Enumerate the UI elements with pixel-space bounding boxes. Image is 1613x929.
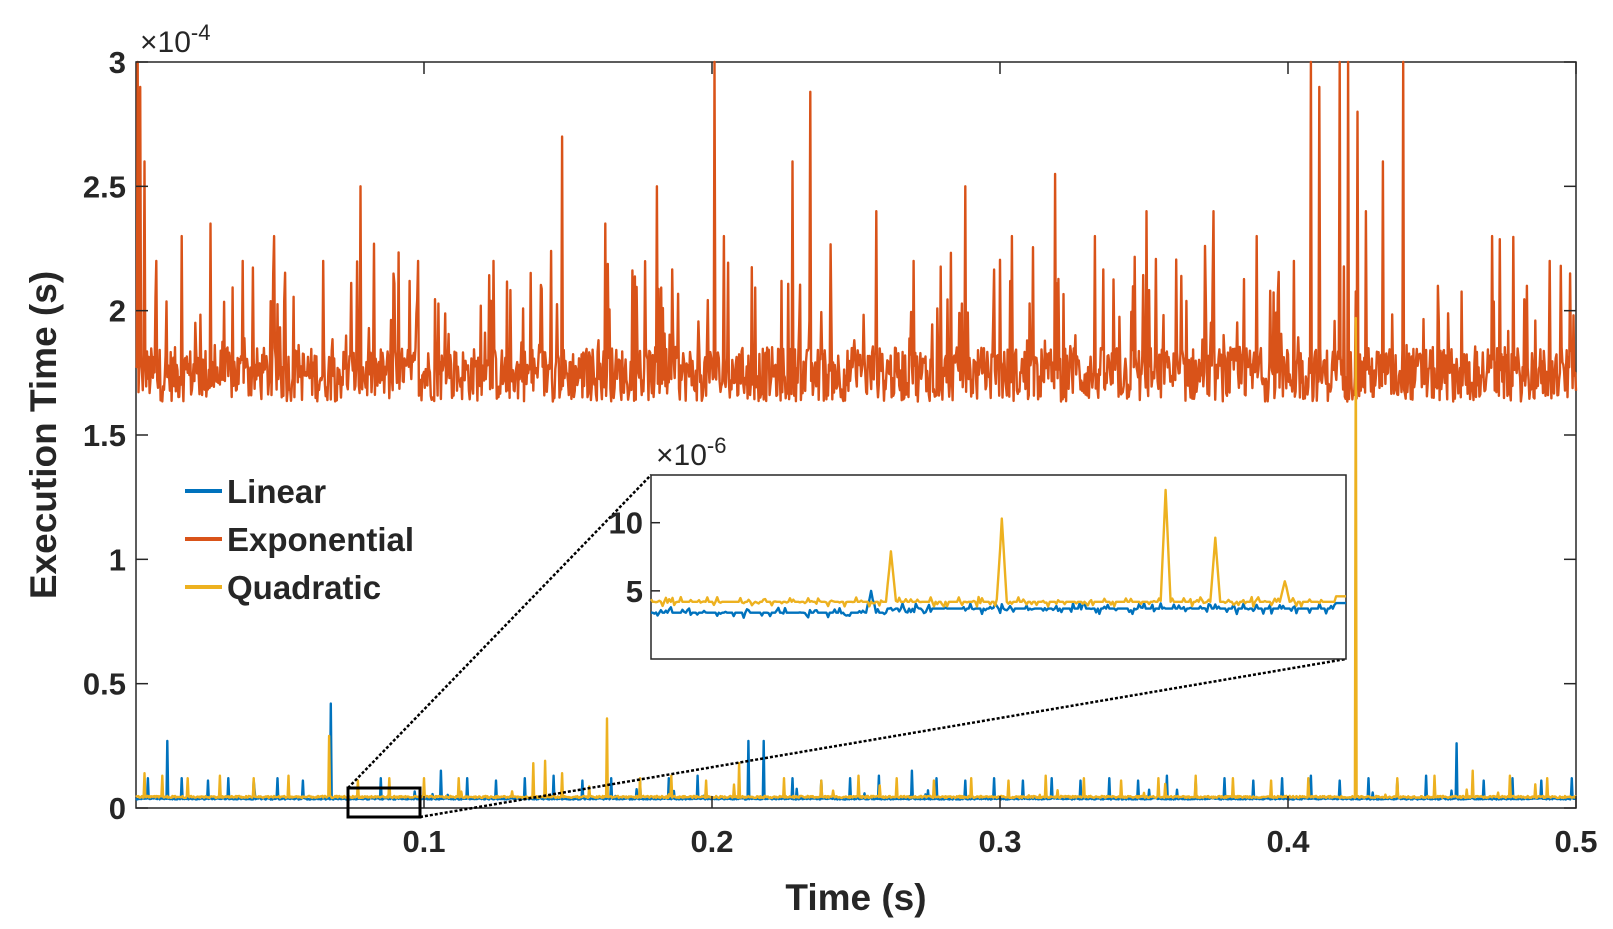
- y-exponent-label: ×10-4: [140, 20, 210, 59]
- series-line-quadratic: [135, 316, 1577, 800]
- main-plot-area: [135, 61, 1577, 809]
- y-tick-label: 2.5: [83, 169, 126, 204]
- inset-y-tick-label: 5: [626, 574, 643, 609]
- y-tick-label: 1.5: [83, 418, 126, 453]
- inset-series-line-quadratic: [649, 488, 1346, 608]
- y-tick-label: 0.5: [83, 667, 126, 702]
- x-axis-label: Time (s): [785, 877, 926, 918]
- inset-series-line-linear: [651, 589, 1346, 619]
- inset-y-tick-label: 10: [609, 506, 643, 541]
- legend-label-linear: Linear: [227, 473, 326, 510]
- y-tick-label: 3: [109, 45, 126, 80]
- legend-label-exponential: Exponential: [227, 521, 414, 558]
- inset-y-ticks: 5 10: [609, 506, 660, 609]
- y-tick-label: 2: [109, 294, 126, 329]
- inset-axes: 5 10 ×10-6: [609, 433, 1347, 660]
- zoom-box: [346, 786, 422, 819]
- legend: Linear Exponential Quadratic: [185, 473, 414, 606]
- y-tick-label: 0: [109, 791, 126, 826]
- main-series-group: [134, 60, 1578, 801]
- legend-label-quadratic: Quadratic: [227, 569, 381, 606]
- x-axis-ticks: 0.1 0.2 0.3 0.4 0.5: [402, 62, 1598, 859]
- inset-exponent-label: ×10-6: [656, 433, 726, 472]
- y-tick-label: 1: [109, 542, 126, 577]
- zoom-indicator: [346, 474, 1347, 819]
- x-tick-label: 0.3: [978, 824, 1021, 859]
- x-tick-label: 0.1: [402, 824, 445, 859]
- zoom-connector-top: [347, 474, 652, 789]
- y-axis-ticks: 0 0.5 1 1.5 2 2.5 3: [83, 45, 1576, 826]
- x-tick-label: 0.5: [1554, 824, 1597, 859]
- series-line-exponential: [134, 60, 1578, 403]
- x-tick-label: 0.2: [690, 824, 733, 859]
- y-axis-label: Execution Time (s): [23, 271, 64, 599]
- x-tick-label: 0.4: [1266, 824, 1310, 859]
- inset-series-group: [649, 488, 1346, 619]
- zoom-connector-bottom: [419, 657, 1347, 819]
- main-axes: 0 0.5 1 1.5 2 2.5 3 0.1 0.2 0.3 0.4 0.5 ×10-4 Time…: [23, 20, 1598, 918]
